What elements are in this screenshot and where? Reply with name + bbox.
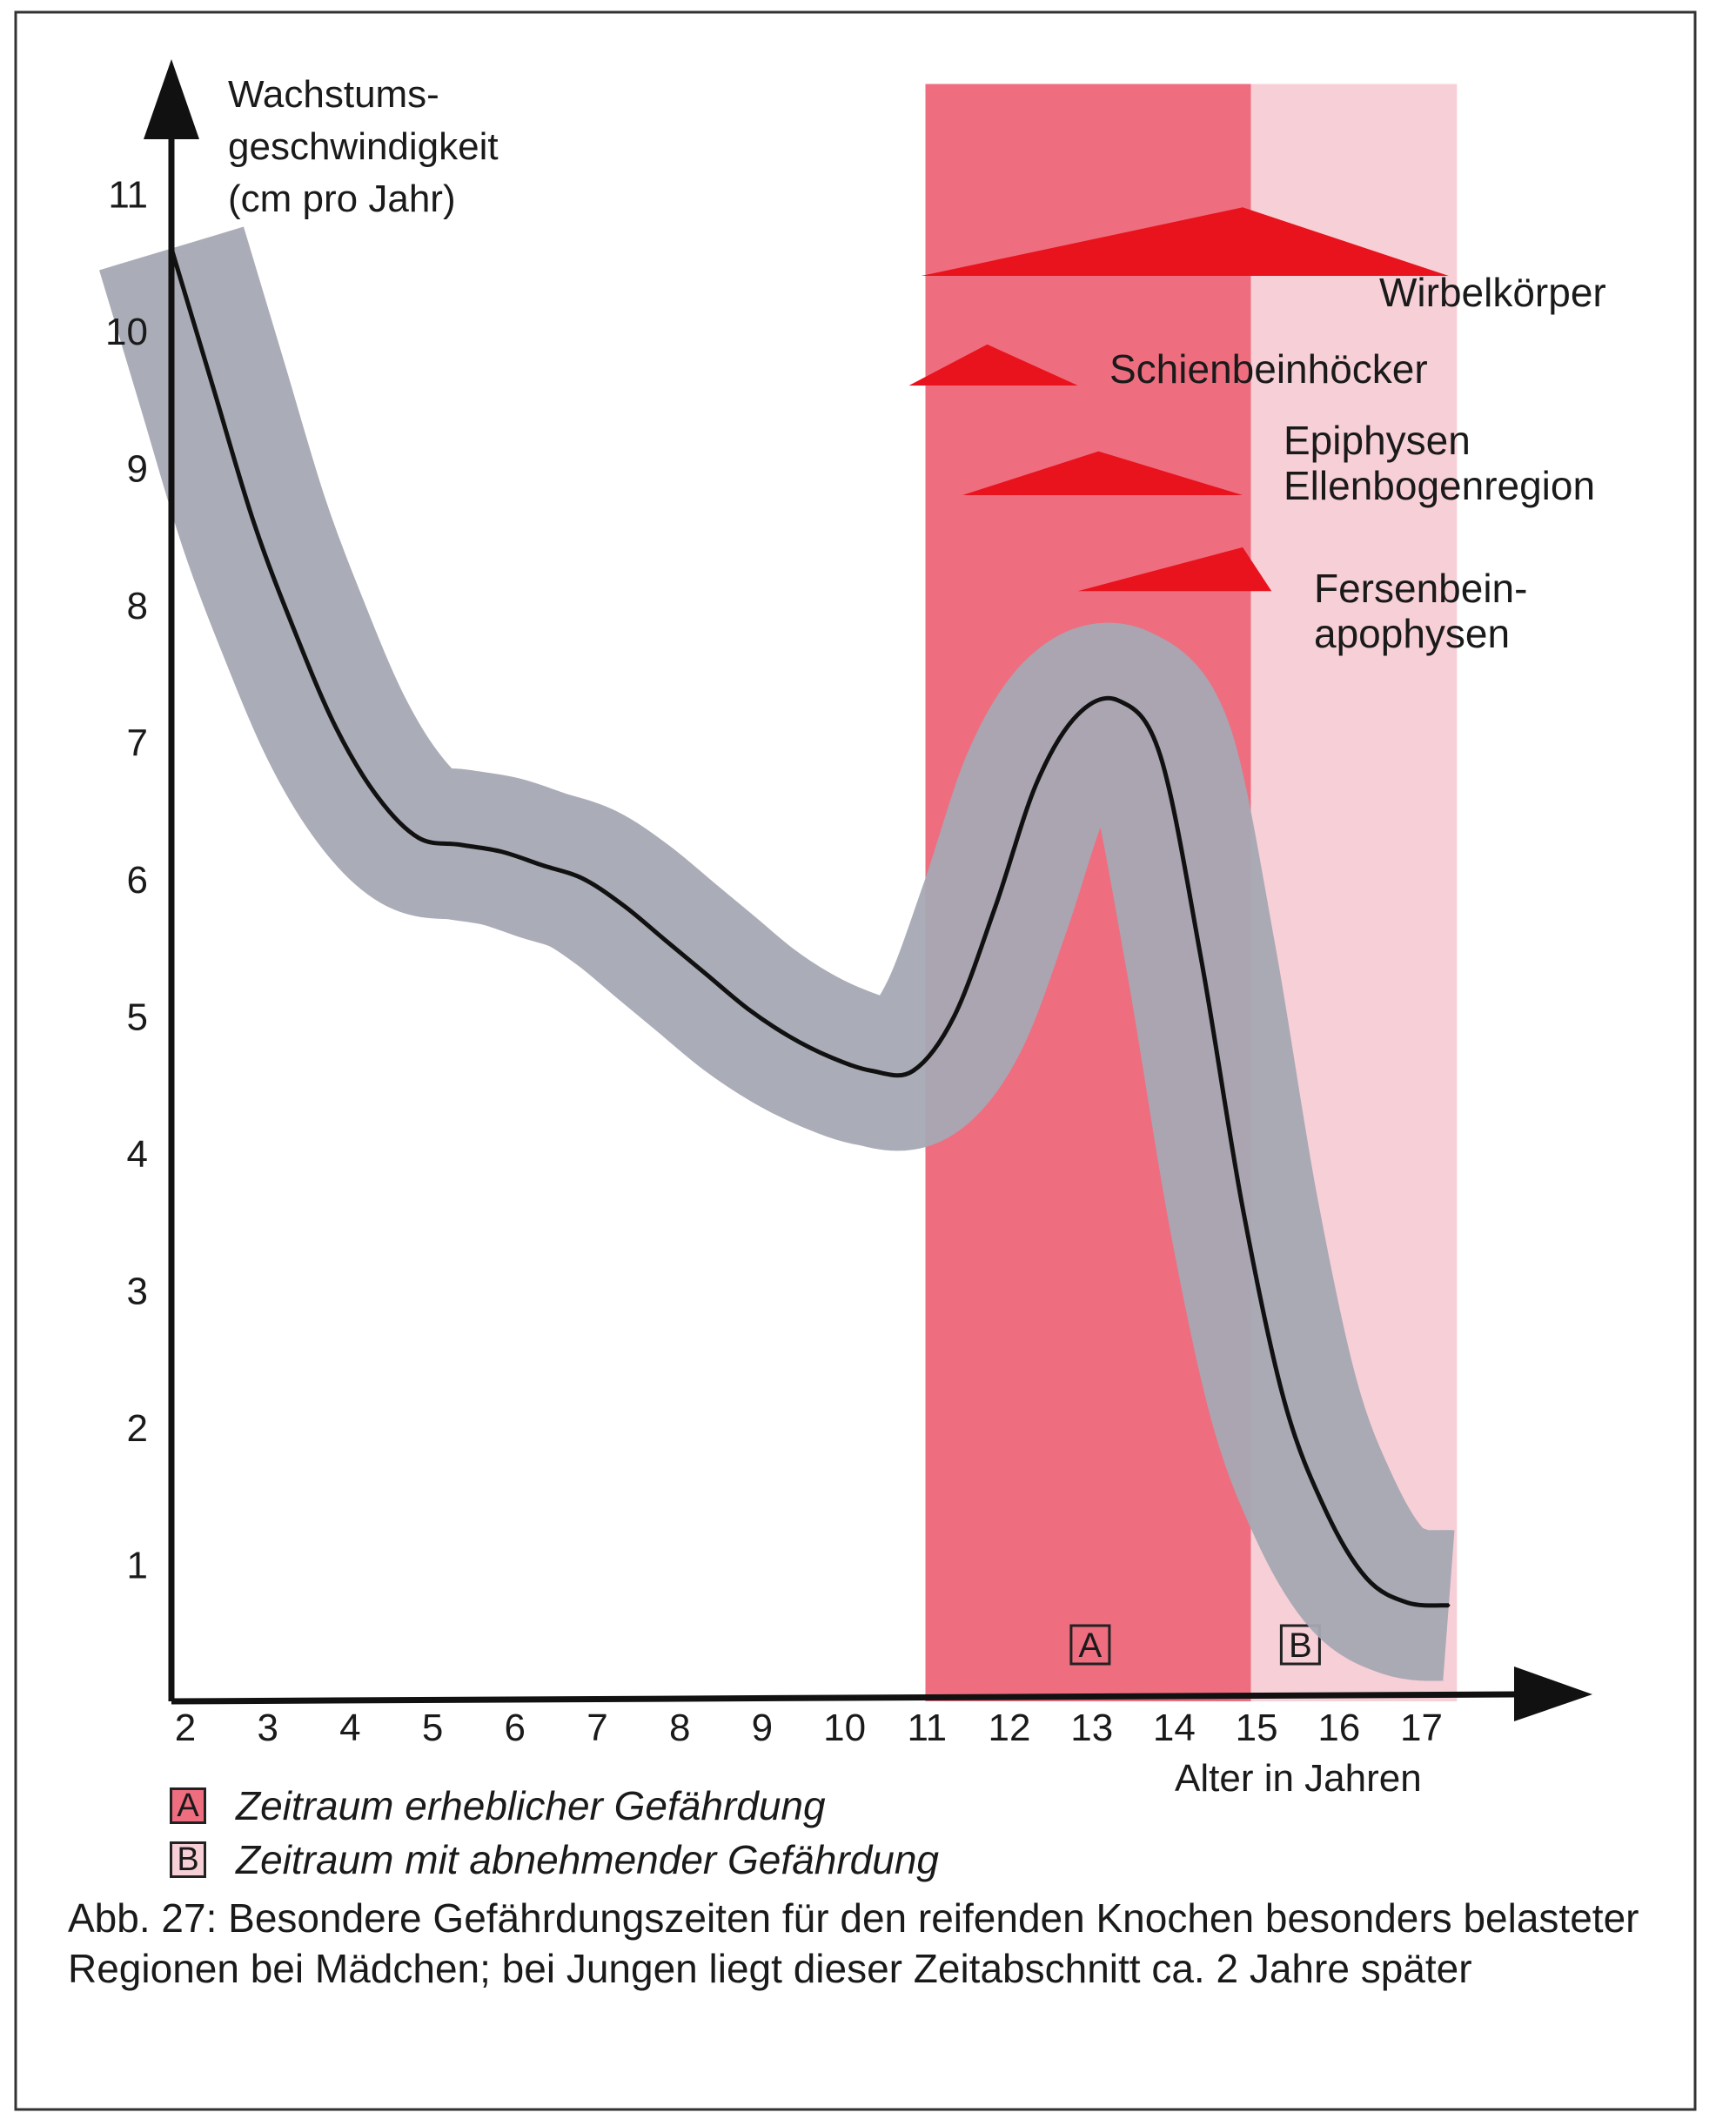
x-tick-label: 7: [586, 1707, 607, 1749]
data-point: [582, 877, 585, 881]
figure-caption: Abb. 27: Besondere Gefährdungszeiten für…: [68, 1895, 1639, 1991]
data-point: [540, 863, 544, 867]
x-tick-label: 5: [422, 1707, 443, 1749]
y-tick-label: 10: [105, 311, 148, 353]
y-tick-label: 5: [127, 996, 148, 1039]
x-tick-label: 2: [175, 1707, 196, 1749]
y-tick-label: 9: [127, 448, 148, 491]
data-point: [747, 1008, 750, 1011]
region-label-3-1: apophysen: [1314, 611, 1510, 656]
x-tick-label: 6: [505, 1707, 526, 1749]
legend-key-b: B: [177, 1841, 199, 1878]
growth-chart: A B Wirbelkörper Schienbeinhöcker Epiphysen…: [99, 59, 1606, 1800]
x-tick-label: 14: [1153, 1707, 1196, 1749]
period-marker-a: [1069, 1624, 1111, 1666]
data-point: [911, 1070, 915, 1072]
data-point: [953, 1015, 956, 1017]
x-axis-arrow: [1514, 1667, 1592, 1721]
y-tick-label: 7: [127, 722, 148, 765]
region-arrow-1: [908, 344, 1078, 386]
data-point: [623, 905, 627, 908]
legend-label-a: Zeitraum erheblicher Gefährdung: [236, 1783, 826, 1828]
y-tick-label: 4: [127, 1133, 148, 1176]
region-arrow-0: [921, 207, 1449, 276]
region-arrow-3: [1077, 547, 1272, 592]
region-arrow-2: [962, 451, 1243, 495]
y-tick-label: 3: [127, 1271, 148, 1313]
legend-swatch-b: B: [170, 1841, 206, 1878]
legend-label-b: Zeitraum mit abnehmender Gefährdung: [236, 1837, 939, 1882]
region-label-2-1: Ellenbogenregion: [1284, 463, 1595, 508]
x-tick-label: 9: [752, 1707, 773, 1749]
region-label-3-0: Fersenbein-: [1314, 566, 1527, 611]
x-tick-label: 17: [1400, 1707, 1443, 1749]
data-point: [293, 631, 297, 634]
data-point: [1364, 1576, 1368, 1579]
period-marker-label-b: B: [1289, 1626, 1312, 1665]
legend-item-b: B Zeitraum mit abnehmender Gefährdung: [170, 1836, 939, 1883]
data-point: [499, 850, 503, 853]
y-axis-label-2: (cm pro Jahr): [228, 178, 456, 220]
data-point: [788, 1035, 791, 1038]
period-marker-label-a: A: [1079, 1626, 1103, 1665]
x-tick-label: 13: [1070, 1707, 1113, 1749]
data-point: [1076, 713, 1080, 716]
region-label-2-0: Epiphysen: [1284, 418, 1471, 463]
region-label-1-0: Schienbeinhöcker: [1109, 346, 1428, 392]
legend-key-a: A: [177, 1787, 199, 1824]
data-point: [829, 1056, 833, 1059]
x-axis-label: Alter in Jahren: [1175, 1757, 1422, 1800]
data-point: [870, 1070, 874, 1072]
data-point: [1447, 1604, 1451, 1607]
y-tick-label: 8: [127, 585, 148, 627]
data-point: [458, 843, 461, 847]
x-tick-label: 8: [669, 1707, 690, 1749]
growth-curve: [169, 247, 1450, 1608]
data-point: [1406, 1601, 1409, 1605]
x-tick-label: 15: [1236, 1707, 1278, 1749]
data-point: [376, 795, 379, 798]
data-point: [1324, 1508, 1327, 1511]
y-tick-label: 6: [127, 859, 148, 902]
data-point: [1241, 1206, 1244, 1210]
x-tick-label: 4: [339, 1707, 360, 1749]
data-point: [417, 836, 420, 840]
y-axis-label-1: geschwindigkeit: [228, 125, 499, 168]
data-point: [1117, 699, 1121, 702]
data-point: [1035, 781, 1038, 785]
x-axis: [171, 1691, 1515, 1705]
y-axis-arrow: [144, 59, 199, 139]
data-point: [1282, 1398, 1285, 1401]
legend-swatch-a: A: [170, 1787, 206, 1824]
data-point: [664, 939, 667, 942]
data-point: [1200, 960, 1203, 962]
y-tick-label: 11: [108, 174, 148, 217]
data-point: [1158, 754, 1162, 757]
data-point: [211, 384, 214, 387]
y-axis-label-0: Wachstums-: [228, 73, 439, 116]
x-tick-label: 10: [823, 1707, 866, 1749]
x-tick-label: 16: [1317, 1707, 1360, 1749]
legend-item-a: A Zeitraum erheblicher Gefährdung: [170, 1782, 826, 1829]
data-point: [994, 905, 997, 908]
region-label-0-0: Wirbelkörper: [1379, 270, 1606, 315]
data-point: [334, 727, 338, 730]
y-tick-label: 2: [127, 1407, 148, 1450]
data-point: [706, 973, 709, 976]
x-tick-label: 3: [257, 1707, 278, 1749]
period-marker-b: [1279, 1624, 1321, 1666]
x-tick-label: 12: [989, 1707, 1031, 1749]
y-tick-label: 1: [127, 1545, 148, 1587]
data-point: [252, 521, 256, 524]
x-tick-label: 11: [907, 1707, 947, 1749]
